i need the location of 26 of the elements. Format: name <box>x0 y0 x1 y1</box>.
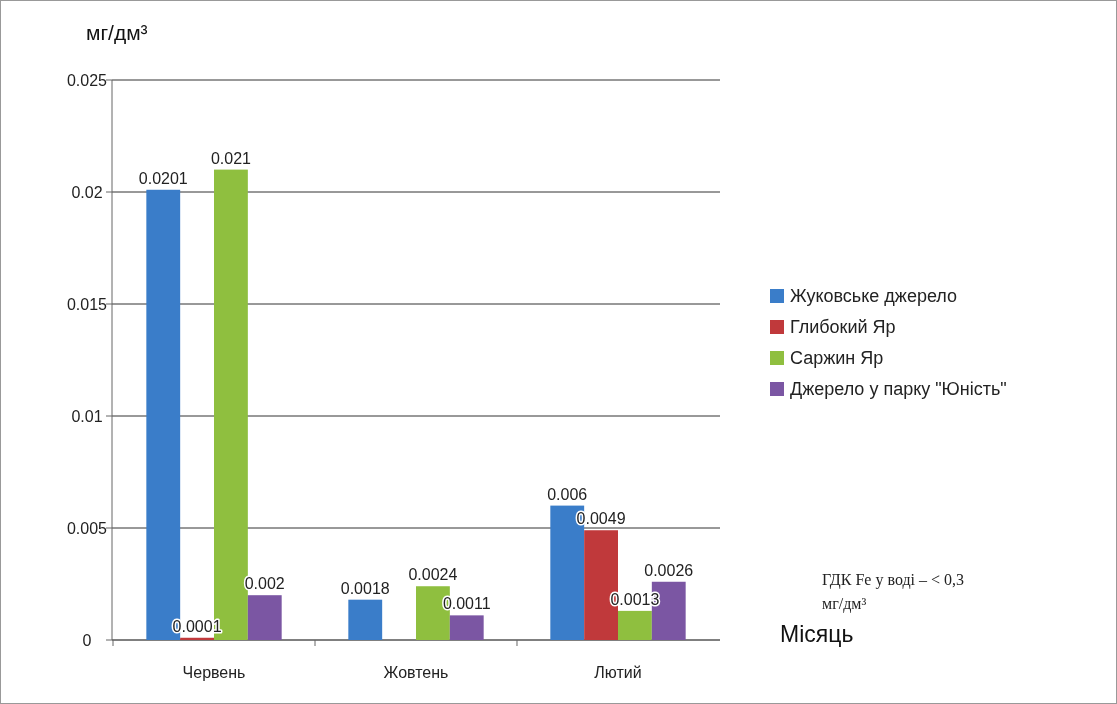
y-tick-label: 0 <box>82 632 92 649</box>
x-tick-label: Лютий <box>594 664 642 681</box>
data-label: 0.0018 <box>340 579 390 597</box>
data-label: 0.006 <box>547 485 588 503</box>
bar <box>348 599 383 640</box>
y-axis-title: мг/дм³ <box>86 21 148 44</box>
y-tick-label: 0.01 <box>71 408 103 425</box>
data-label: 0.0201 <box>138 169 188 187</box>
data-label: 0.0024 <box>408 566 458 584</box>
y-tick-label: 0.025 <box>66 72 108 89</box>
data-label: 0.0026 <box>644 561 694 579</box>
bar <box>247 595 282 640</box>
legend-label: Глибокий Яр <box>790 317 896 337</box>
x-tick-label: Червень <box>182 664 246 681</box>
legend-label: Саржин Яр <box>790 348 884 368</box>
y-tick-label: 0.02 <box>71 184 103 201</box>
text: ГДК Fe у воді – < 0,3 мг/дм³ <box>822 571 965 613</box>
data-label: 0.021 <box>210 149 252 167</box>
bar <box>617 610 652 640</box>
y-tick-label: 0.015 <box>66 296 108 313</box>
legend-label: Джерело у парку "Юність" <box>790 379 1007 399</box>
x-tick-label: Жовтень <box>383 664 449 681</box>
bar <box>449 615 484 640</box>
legend-label: Жуковське джерело <box>790 286 958 306</box>
y-tick-label: 0.005 <box>66 520 108 537</box>
x-axis-title: Місяць <box>780 621 854 647</box>
